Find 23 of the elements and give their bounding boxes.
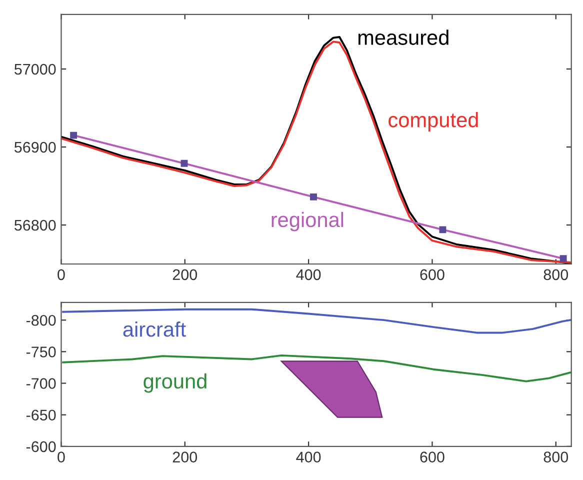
series-label: aircraft [123,321,186,337]
y-tick-label: -650 [26,410,56,421]
x-tick-label: 400 [296,269,321,280]
x-tick-label: 800 [544,269,568,280]
series-label: measured [358,30,448,45]
x-tick-label: 200 [172,269,198,280]
x-tick-label: 200 [172,452,198,462]
y-tick-label: 56900 [14,142,56,153]
series-label: regional [272,212,344,232]
y-tick-label: 56800 [14,220,56,231]
x-tick-label: 400 [296,452,321,462]
series-label: ground [144,373,206,393]
x-tick-label: 600 [420,452,444,462]
x-tick-label: 600 [420,269,444,280]
x-tick-label: 800 [544,452,568,462]
y-tick-label: 57000 [14,64,56,75]
x-tick-label: 0 [58,452,65,462]
y-tick-label: -800 [26,314,56,326]
y-tick-label: -600 [26,441,56,452]
series-label: computed [388,112,478,132]
y-tick-label: -750 [26,346,56,358]
x-tick-label: 0 [58,269,65,280]
y-tick-label: -700 [26,378,56,389]
